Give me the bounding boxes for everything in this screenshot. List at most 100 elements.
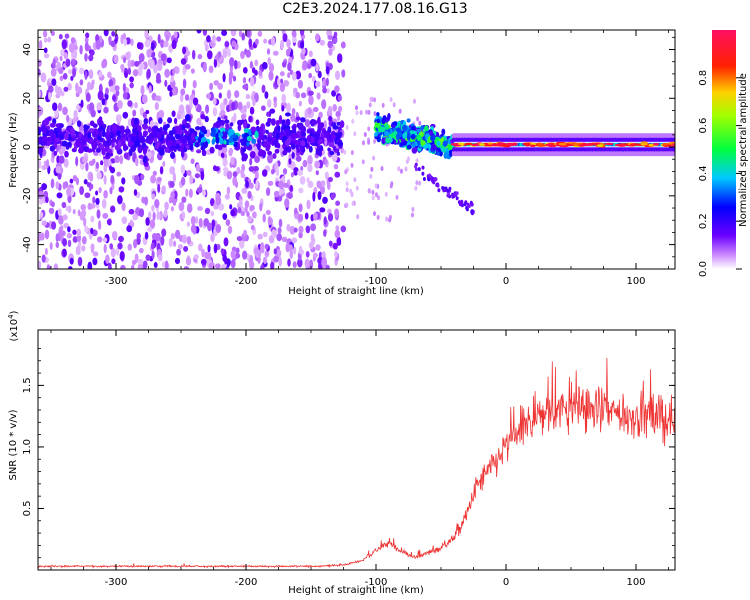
spectrogram-cell [333, 31, 338, 38]
spectrogram-cell [353, 177, 357, 183]
spectrogram-cell [157, 183, 161, 193]
spectrogram-cell [129, 76, 135, 83]
spectrogram-cell [108, 262, 112, 269]
spectrogram-cell [196, 117, 202, 126]
spectrogram-cell [242, 84, 249, 90]
spectrogram-cell [228, 148, 233, 157]
spectrogram-cell [41, 254, 46, 263]
spectrogram-cell [138, 208, 145, 218]
spectrogram-cell [219, 102, 226, 111]
spectrogram-cell [558, 142, 565, 146]
spectrogram-cell [312, 212, 318, 221]
spectrogram-cell [116, 171, 121, 177]
spectrogram-cell [88, 69, 94, 80]
spectrogram-cell [185, 144, 191, 150]
spectrogram-cell [164, 201, 169, 211]
spectrogram-cell [345, 125, 349, 130]
spectrogram-cell [398, 108, 402, 114]
spectrogram-cell [57, 208, 62, 216]
spectrogram-cell [290, 172, 294, 178]
spectrogram-cell [324, 136, 328, 147]
spectrogram-cell [250, 126, 257, 132]
spectrogram-cell [179, 130, 183, 135]
spectrogram-cell [321, 99, 327, 110]
spectrogram-cell [350, 150, 354, 156]
spectrogram-cell [341, 69, 346, 78]
spectrogram-cell [196, 30, 202, 34]
spectrogram-cell [148, 132, 154, 140]
spectrogram-cell [181, 196, 187, 203]
spectrogram-cell [286, 223, 291, 232]
spectrogram-cell [137, 125, 142, 133]
spectrogram-cell [293, 87, 298, 94]
spectrogram-cell [38, 59, 42, 67]
spectrogram-cell [186, 203, 193, 214]
spectrogram-cell [189, 143, 194, 151]
y-tick-label: 1.5 [22, 377, 33, 393]
spectrogram-cell [134, 175, 140, 185]
spectrogram-cell [194, 141, 200, 148]
spectrogram-cell [379, 126, 386, 133]
spectrogram-cell [672, 137, 675, 142]
colorbar-tick-label: 0.2 [698, 213, 709, 229]
spectrogram-cell [327, 105, 333, 115]
spectrogram-cell [72, 236, 78, 243]
spectrogram-cell [215, 120, 222, 129]
spectrogram-cell [334, 229, 341, 239]
spectrogram-cell [197, 136, 202, 144]
spectrogram-cell [265, 146, 270, 152]
spectrogram-cell [311, 138, 316, 144]
spectrogram-cell [212, 106, 218, 117]
spectrogram-cell [142, 131, 147, 138]
spectrogram-cell [308, 145, 313, 153]
spectrogram-cell [161, 130, 168, 135]
spectrogram-cell [174, 257, 181, 265]
spectrogram-cell [43, 190, 49, 198]
spectrogram-cell [164, 68, 170, 78]
spectrogram-cell [101, 147, 106, 156]
snr-y-multiplier: (x104) [7, 310, 20, 341]
spectrogram-cell [260, 246, 265, 254]
spectrogram-cell [249, 76, 255, 87]
spectrogram-cell [60, 90, 65, 97]
spectrogram-cell [50, 178, 55, 189]
spectrogram-cell [62, 181, 67, 190]
spectrogram-cell [334, 171, 341, 178]
spectrogram-cell [447, 192, 450, 197]
spectrogram-cell [249, 151, 256, 159]
spectrogram-cell [420, 125, 425, 131]
spectrogram-cell [285, 139, 290, 147]
spectrogram-cell [529, 144, 536, 148]
spectrogram-cell [268, 132, 274, 137]
spectrogram-cell [136, 41, 142, 50]
spectrogram-cell [302, 60, 308, 70]
spectrogram-cell [82, 156, 88, 163]
spectrogram-cell [308, 72, 313, 79]
spectrogram-cell [190, 216, 196, 226]
spectrogram-cell [257, 249, 262, 258]
spectrogram-cell [224, 115, 228, 120]
spectrogram-cell [105, 254, 110, 265]
spectrogram-cell [108, 79, 114, 88]
spectrogram-cell [67, 239, 72, 248]
spectrogram-cell [284, 112, 291, 117]
spectrogram-cell [306, 199, 311, 210]
spectrogram-cell [214, 263, 221, 269]
spectrogram-cell [126, 225, 133, 233]
spectrogram-cell [402, 140, 408, 146]
spectrogram-cell [263, 38, 268, 44]
spectrogram-cell [578, 144, 586, 147]
spectrogram-cell [458, 202, 462, 207]
spectrogram-cell [81, 135, 86, 143]
spectrogram-cell [240, 50, 245, 60]
spectrogram-cell [100, 160, 104, 166]
spectrogram-cell [43, 47, 48, 54]
spectrogram-cell [325, 66, 330, 75]
spectrogram-cell [68, 266, 73, 269]
spectrogram-cell [288, 158, 292, 165]
spectrogram-cell [170, 206, 174, 212]
spectrogram-cell [132, 69, 139, 77]
spectrogram-cell [51, 78, 57, 86]
spectrogram-cell [67, 205, 72, 214]
spectrogram-cell [170, 232, 176, 240]
